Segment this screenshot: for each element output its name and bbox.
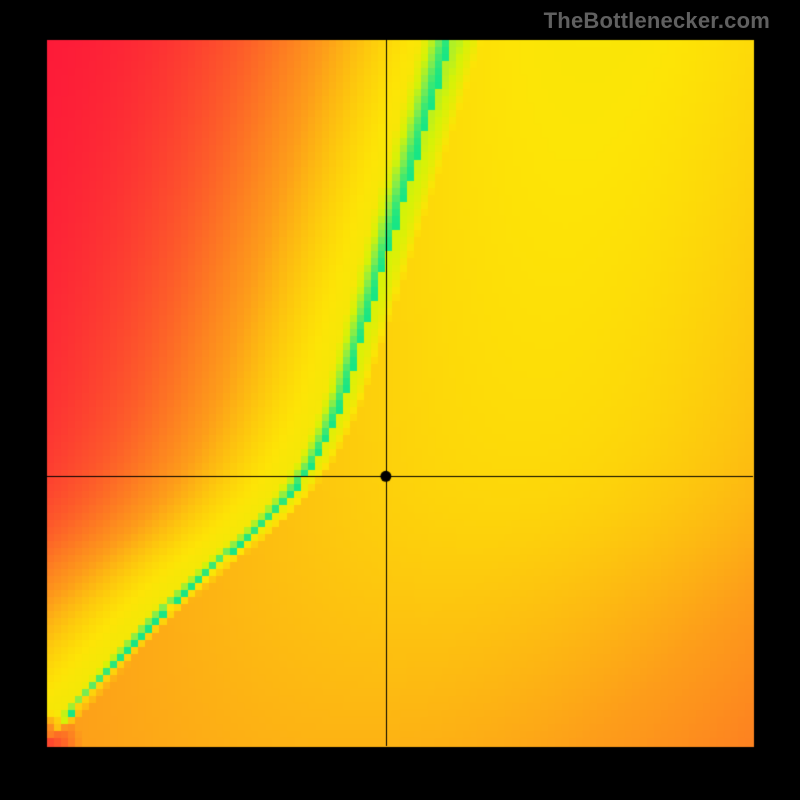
bottleneck-heatmap-canvas	[0, 0, 800, 800]
watermark-text: TheBottlenecker.com	[544, 8, 770, 34]
chart-container: TheBottlenecker.com	[0, 0, 800, 800]
